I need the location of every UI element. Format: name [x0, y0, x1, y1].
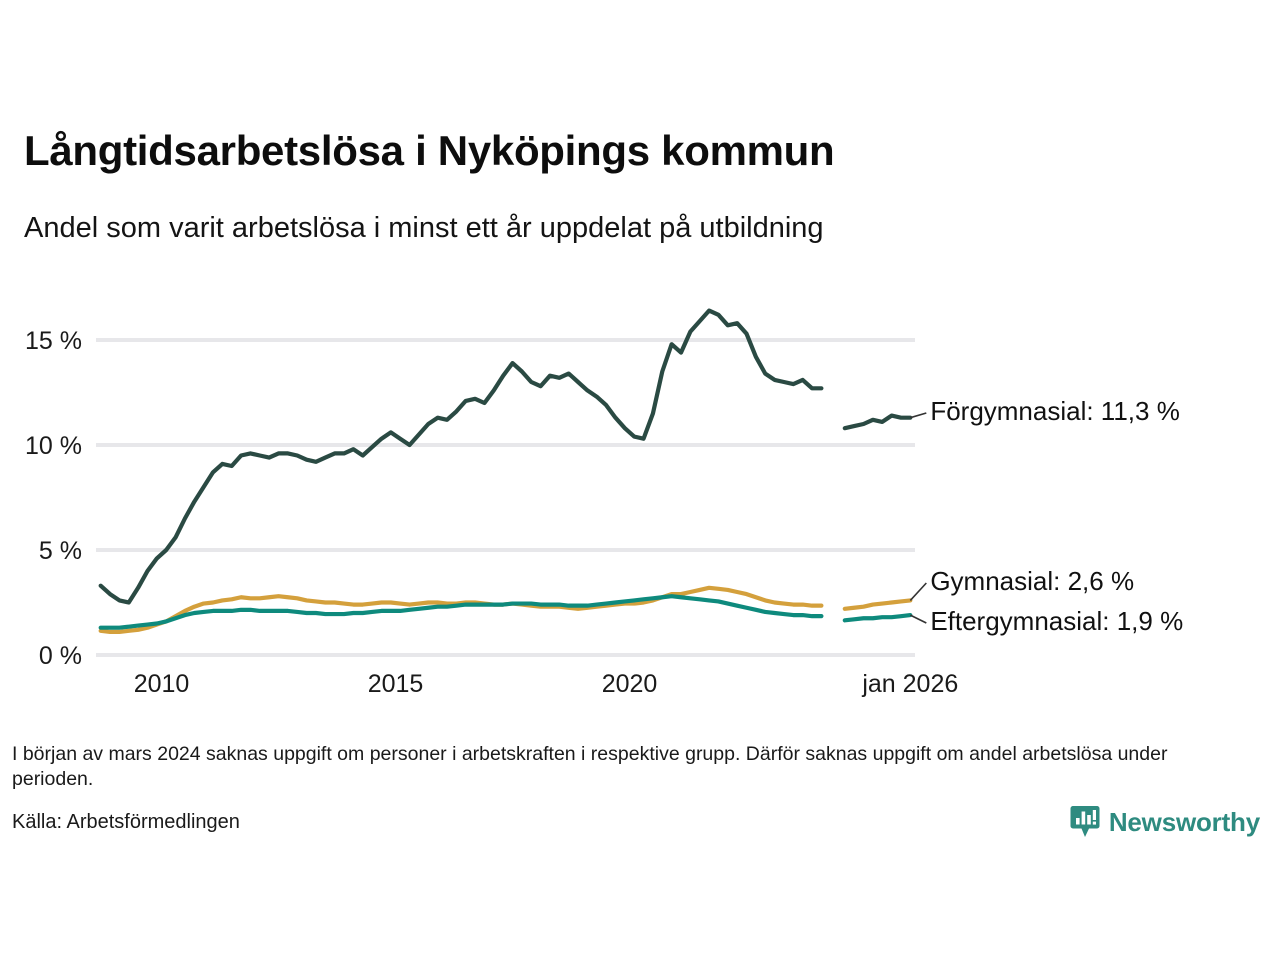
y-tick-label: 0 %	[39, 642, 82, 670]
series-line-eftergymnasial	[98, 594, 913, 630]
newsworthy-logo[interactable]: Newsworthy	[1070, 805, 1260, 839]
x-tick-label: 2020	[602, 670, 658, 698]
y-tick-label: 5 %	[39, 537, 82, 565]
source-line: Källa: Arbetsförmedlingen	[12, 811, 240, 833]
y-tick-label: 15 %	[25, 327, 82, 355]
series-label-eftergymnasial: Eftergymnasial: 1,9 %	[930, 606, 1183, 636]
x-tick-label: jan 2026	[861, 670, 958, 698]
newsworthy-logo-icon	[1070, 806, 1100, 837]
series-label-förgymnasial: Förgymnasial: 11,3 %	[930, 396, 1180, 426]
series-leader-lines	[909, 412, 927, 624]
chart-container: 0 % 5 % 10 % 15 % 2010 2015 2020 jan 2026 Förg…	[0, 270, 1280, 700]
page-title: Långtidsarbetslösa i Nyköpings kommun	[24, 127, 835, 174]
series-labels: Förgymnasial: 11,3 % Gymnasial: 2,6 % Efte…	[930, 396, 1183, 636]
series-lines	[98, 308, 913, 634]
gridlines	[96, 338, 915, 657]
series-line-förgymnasial	[98, 308, 913, 605]
chart-note: I början av mars 2024 saknas uppgift om …	[12, 743, 1168, 790]
line-chart: 0 % 5 % 10 % 15 % 2010 2015 2020 jan 2026 Förg…	[25, 308, 1183, 698]
y-tick-label: 10 %	[25, 432, 82, 460]
leader-line	[909, 582, 927, 601]
series-label-gymnasial: Gymnasial: 2,6 %	[930, 566, 1134, 596]
newsworthy-logo-text: Newsworthy	[1108, 806, 1260, 837]
x-tick-label: 2010	[134, 670, 190, 698]
x-tick-label: 2015	[368, 670, 424, 698]
x-axis-labels: 2010 2015 2020 jan 2026	[134, 670, 959, 698]
page-subtitle: Andel som varit arbetslösa i minst ett å…	[24, 212, 824, 244]
y-axis-labels: 0 % 5 % 10 % 15 %	[25, 327, 82, 670]
leader-line	[909, 614, 927, 624]
leader-line	[910, 412, 927, 419]
